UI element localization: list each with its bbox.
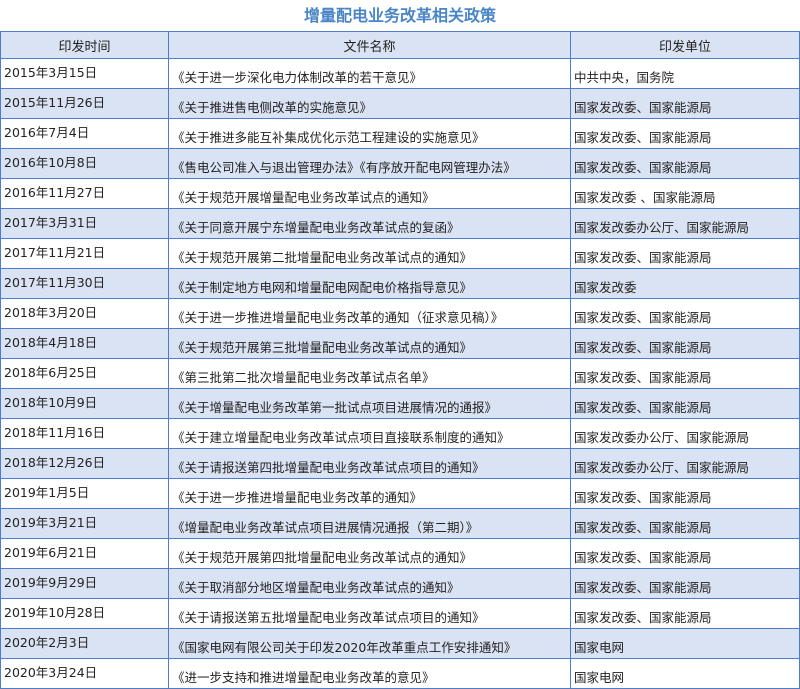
table-row: 2019年9月29日 《关于取消部分地区增量配电业务改革试点的通知》 国家发改委、国… xyxy=(0,568,800,599)
cell-unit: 国家发改委办公厅、国家能源局 xyxy=(570,418,800,449)
cell-name: 《关于推进多能互补集成优化示范工程建设的实施意见》 xyxy=(168,118,571,149)
cell-unit: 国家发改委、国家能源局 xyxy=(570,388,800,419)
table-row: 2018年10月9日 《关于增量配电业务改革第一批试点项目进展情况的通报》 国家发改… xyxy=(0,388,800,419)
cell-date: 2016年11月27日 xyxy=(0,178,169,209)
policy-table: 印发时间 文件名称 印发单位 2015年3月15日 《关于进一步深化电力体制改革的… xyxy=(0,31,800,689)
cell-date: 2019年1月5日 xyxy=(0,478,169,509)
cell-name: 《进一步支持和推进增量配电业务改革的意见》 xyxy=(168,658,571,689)
table-row: 2020年2月3日 《国家电网有限公司关于印发2020年改革重点工作安排通知》 国家… xyxy=(0,628,800,659)
cell-unit: 国家发改委、国家能源局 xyxy=(570,508,800,539)
cell-unit: 国家发改委、国家能源局 xyxy=(570,358,800,389)
cell-date: 2016年7月4日 xyxy=(0,118,169,149)
cell-date: 2018年11月16日 xyxy=(0,418,169,449)
cell-name: 《关于建立增量配电业务改革试点项目直接联系制度的通知》 xyxy=(168,418,571,449)
cell-unit: 国家发改委、国家能源局 xyxy=(570,598,800,629)
cell-unit: 国家发改委、国家能源局 xyxy=(570,298,800,329)
cell-name: 《关于推进售电侧改革的实施意见》 xyxy=(168,88,571,119)
cell-unit: 国家发改委、国家能源局 xyxy=(570,328,800,359)
cell-name: 《关于进一步深化电力体制改革的若干意见》 xyxy=(168,58,571,89)
cell-date: 2018年6月25日 xyxy=(0,358,169,389)
cell-name: 《关于请报送第四批增量配电业务改革试点项目的通知》 xyxy=(168,448,571,479)
table-row: 2018年3月20日 《关于进一步推进增量配电业务改革的通知（征求意见稿）》 国家发… xyxy=(0,298,800,329)
cell-name: 《关于同意开展宁东增量配电业务改革试点的复函》 xyxy=(168,208,571,239)
cell-unit: 国家电网 xyxy=(570,658,800,689)
cell-name: 《关于增量配电业务改革第一批试点项目进展情况的通报》 xyxy=(168,388,571,419)
cell-unit: 国家发改委 xyxy=(570,268,800,299)
cell-unit: 中共中央，国务院 xyxy=(570,58,800,89)
header-date: 印发时间 xyxy=(0,31,169,59)
cell-name: 《关于规范开展第三批增量配电业务改革试点的通知》 xyxy=(168,328,571,359)
table-row: 2018年4月18日 《关于规范开展第三批增量配电业务改革试点的通知》 国家发改委、… xyxy=(0,328,800,359)
cell-name: 《第三批第二批次增量配电业务改革试点名单》 xyxy=(168,358,571,389)
cell-name: 《关于请报送第五批增量配电业务改革试点项目的通知》 xyxy=(168,598,571,629)
header-unit: 印发单位 xyxy=(570,31,800,59)
cell-name: 《增量配电业务改革试点项目进展情况通报（第二期）》 xyxy=(168,508,571,539)
table-row: 2015年3月15日 《关于进一步深化电力体制改革的若干意见》 中共中央，国务院 xyxy=(0,58,800,89)
cell-date: 2015年11月26日 xyxy=(0,88,169,119)
table-row: 2017年11月30日 《关于制定地方电网和增量配电网配电价格指导意见》 国家发改委 xyxy=(0,268,800,299)
cell-name: 《关于进一步推进增量配电业务改革的通知》 xyxy=(168,478,571,509)
cell-date: 2019年10月28日 xyxy=(0,598,169,629)
table-row: 2015年11月26日 《关于推进售电侧改革的实施意见》 国家发改委、国家能源局 xyxy=(0,88,800,119)
cell-date: 2018年12月26日 xyxy=(0,448,169,479)
cell-unit: 国家发改委、国家能源局 xyxy=(570,478,800,509)
cell-date: 2015年3月15日 xyxy=(0,58,169,89)
cell-unit: 国家发改委、国家能源局 xyxy=(570,148,800,179)
cell-date: 2018年10月9日 xyxy=(0,388,169,419)
table-row: 2018年6月25日 《第三批第二批次增量配电业务改革试点名单》 国家发改委、国家能… xyxy=(0,358,800,389)
cell-name: 《关于进一步推进增量配电业务改革的通知（征求意见稿）》 xyxy=(168,298,571,329)
table-row: 2017年3月31日 《关于同意开展宁东增量配电业务改革试点的复函》 国家发改委办公… xyxy=(0,208,800,239)
table-row: 2016年7月4日 《关于推进多能互补集成优化示范工程建设的实施意见》 国家发改委、… xyxy=(0,118,800,149)
cell-unit: 国家发改委办公厅、国家能源局 xyxy=(570,208,800,239)
cell-date: 2017年3月31日 xyxy=(0,208,169,239)
cell-date: 2019年9月29日 xyxy=(0,568,169,599)
cell-name: 《关于规范开展第四批增量配电业务改革试点的通知》 xyxy=(168,538,571,569)
cell-unit: 国家发改委、国家能源局 xyxy=(570,118,800,149)
cell-date: 2018年3月20日 xyxy=(0,298,169,329)
table-row: 2019年6月21日 《关于规范开展第四批增量配电业务改革试点的通知》 国家发改委、… xyxy=(0,538,800,569)
cell-name: 《关于取消部分地区增量配电业务改革试点的通知》 xyxy=(168,568,571,599)
table-row: 2020年3月24日 《进一步支持和推进增量配电业务改革的意见》 国家电网 xyxy=(0,658,800,689)
cell-date: 2016年10月8日 xyxy=(0,148,169,179)
cell-name: 《关于制定地方电网和增量配电网配电价格指导意见》 xyxy=(168,268,571,299)
cell-unit: 国家发改委 、国家能源局 xyxy=(570,178,800,209)
page-title: 增量配电业务改革相关政策 xyxy=(303,6,496,25)
header-name: 文件名称 xyxy=(168,31,571,59)
cell-date: 2018年4月18日 xyxy=(0,328,169,359)
table-row: 2019年3月21日 《增量配电业务改革试点项目进展情况通报（第二期）》 国家发改委… xyxy=(0,508,800,539)
table-row: 2019年10月28日 《关于请报送第五批增量配电业务改革试点项目的通知》 国家发改… xyxy=(0,598,800,629)
table-row: 2018年12月26日 《关于请报送第四批增量配电业务改革试点项目的通知》 国家发改… xyxy=(0,448,800,479)
cell-unit: 国家发改委、国家能源局 xyxy=(570,88,800,119)
table-row: 2019年1月5日 《关于进一步推进增量配电业务改革的通知》 国家发改委、国家能源局 xyxy=(0,478,800,509)
table-row: 2017年11月21日 《关于规范开展第二批增量配电业务改革试点的通知》 国家发改委… xyxy=(0,238,800,269)
table-row: 2016年11月27日 《关于规范开展增量配电业务改革试点的通知》 国家发改委 、国… xyxy=(0,178,800,209)
table-row: 2016年10月8日 《售电公司准入与退出管理办法》《有序放开配电网管理办法》 国家… xyxy=(0,148,800,179)
cell-name: 《售电公司准入与退出管理办法》《有序放开配电网管理办法》 xyxy=(168,148,571,179)
cell-date: 2019年6月21日 xyxy=(0,538,169,569)
cell-name: 《关于规范开展增量配电业务改革试点的通知》 xyxy=(168,178,571,209)
cell-unit: 国家发改委办公厅、国家能源局 xyxy=(570,448,800,479)
header-row: 印发时间 文件名称 印发单位 xyxy=(0,31,800,59)
cell-name: 《关于规范开展第二批增量配电业务改革试点的通知》 xyxy=(168,238,571,269)
cell-unit: 国家发改委、国家能源局 xyxy=(570,238,800,269)
cell-unit: 国家发改委、国家能源局 xyxy=(570,538,800,569)
cell-date: 2019年3月21日 xyxy=(0,508,169,539)
cell-date: 2020年3月24日 xyxy=(0,658,169,689)
cell-date: 2020年2月3日 xyxy=(0,628,169,659)
cell-unit: 国家电网 xyxy=(570,628,800,659)
table-row: 2018年11月16日 《关于建立增量配电业务改革试点项目直接联系制度的通知》 国家… xyxy=(0,418,800,449)
cell-name: 《国家电网有限公司关于印发2020年改革重点工作安排通知》 xyxy=(168,628,571,659)
cell-date: 2017年11月30日 xyxy=(0,268,169,299)
cell-unit: 国家发改委、国家能源局 xyxy=(570,568,800,599)
cell-date: 2017年11月21日 xyxy=(0,238,169,269)
